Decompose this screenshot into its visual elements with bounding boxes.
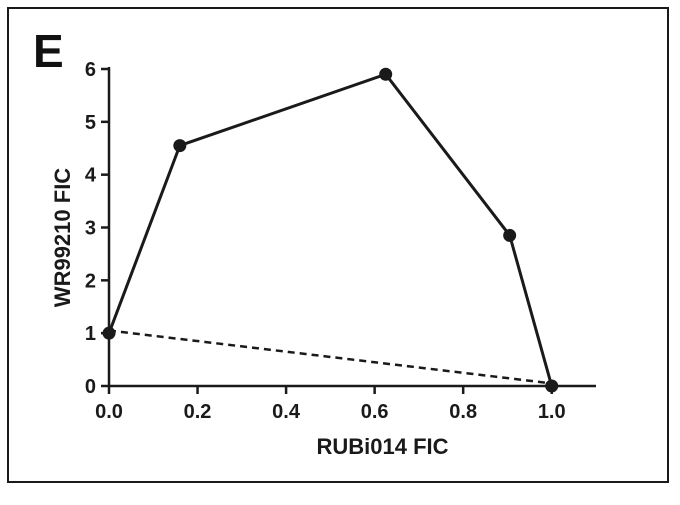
x-axis-title: RUBi014 FIC <box>316 434 448 459</box>
x-tick-label: 0.6 <box>361 401 389 423</box>
figure-frame <box>7 7 669 483</box>
x-tick-label: 0.0 <box>95 401 123 423</box>
axes: 0 1 2 3 4 5 6 0.0 0.2 0.4 0.6 0.8 1.0 <box>85 59 596 423</box>
data-point <box>173 139 187 153</box>
series-layer <box>102 67 559 393</box>
panel-label: E <box>33 25 64 77</box>
y-tick-label: 0 <box>85 376 96 398</box>
y-tick-label: 5 <box>85 112 96 134</box>
x-tick-label: 0.4 <box>272 401 301 423</box>
x-tick-label: 0.8 <box>449 401 477 423</box>
data-point <box>102 326 116 340</box>
x-tick-label: 0.2 <box>184 401 212 423</box>
y-tick-label: 4 <box>85 165 97 187</box>
x-tick-label: 1.0 <box>538 401 566 423</box>
data-point <box>379 67 393 81</box>
y-tick-label: 3 <box>85 218 96 240</box>
additivity-line <box>108 329 552 385</box>
y-tick-label: 2 <box>85 270 96 292</box>
y-tick-label: 1 <box>85 323 96 345</box>
y-axis-title: WR99210 FIC <box>50 168 75 307</box>
data-point <box>503 228 517 242</box>
data-point <box>545 379 559 393</box>
y-tick-label: 6 <box>85 59 96 81</box>
